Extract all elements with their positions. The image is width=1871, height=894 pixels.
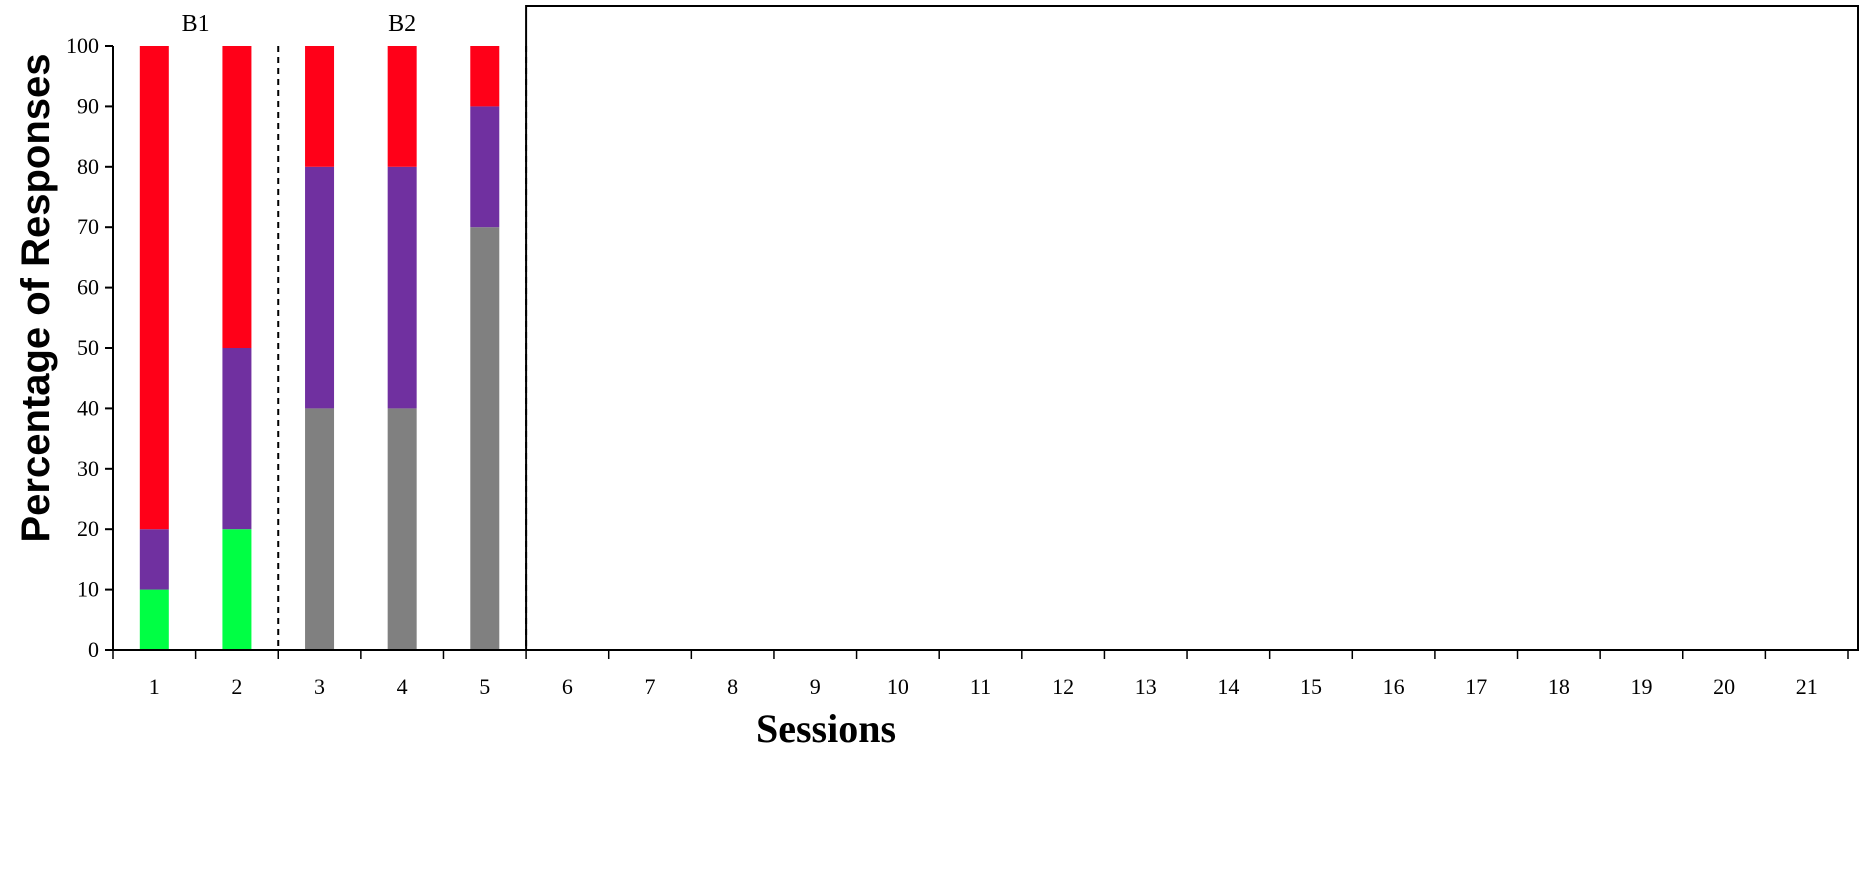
y-tick-label-90: 90 <box>77 93 99 118</box>
bar-segment-s3-4 <box>387 166 417 409</box>
bar-segment-s1-2 <box>222 529 252 650</box>
y-tick-label-20: 20 <box>77 516 99 541</box>
x-axis-title: Sessions <box>756 706 896 751</box>
x-tick-label-16: 16 <box>1383 674 1405 699</box>
bar-segment-s3-3 <box>305 166 335 409</box>
x-tick-label-1: 1 <box>149 674 160 699</box>
x-tick-label-13: 13 <box>1135 674 1157 699</box>
y-tick-label-60: 60 <box>77 275 99 300</box>
bar-segment-s4-1 <box>139 46 169 530</box>
x-tick-label-7: 7 <box>645 674 656 699</box>
empty-panel-box <box>525 5 1859 651</box>
y-tick-label-50: 50 <box>77 335 99 360</box>
bar-segment-s2-4 <box>387 408 417 650</box>
y-tick-label-100: 100 <box>66 33 99 58</box>
bar-segment-s3-1 <box>139 529 169 590</box>
y-tick-label-30: 30 <box>77 456 99 481</box>
x-tick-label-4: 4 <box>397 674 408 699</box>
bar-segment-s4-4 <box>387 46 417 167</box>
x-tick-label-18: 18 <box>1548 674 1570 699</box>
x-tick-label-20: 20 <box>1713 674 1735 699</box>
x-tick-label-8: 8 <box>727 674 738 699</box>
x-tick-label-3: 3 <box>314 674 325 699</box>
y-tick-label-10: 10 <box>77 577 99 602</box>
bar-segment-s2-5 <box>470 227 500 650</box>
x-tick-label-10: 10 <box>887 674 909 699</box>
y-tick-label-80: 80 <box>77 154 99 179</box>
x-tick-label-19: 19 <box>1630 674 1652 699</box>
x-tick-label-17: 17 <box>1465 674 1487 699</box>
x-tick-label-21: 21 <box>1796 674 1818 699</box>
x-tick-label-14: 14 <box>1217 674 1239 699</box>
x-tick-label-9: 9 <box>810 674 821 699</box>
bar-segment-s3-5 <box>470 106 500 228</box>
bar-segment-s2-3 <box>305 408 335 650</box>
y-tick-label-0: 0 <box>88 637 99 662</box>
x-tick-label-12: 12 <box>1052 674 1074 699</box>
x-tick-label-5: 5 <box>479 674 490 699</box>
y-tick-label-70: 70 <box>77 214 99 239</box>
bar-segment-s1-1 <box>139 589 169 650</box>
bar-segment-s4-5 <box>470 46 500 107</box>
bar-segment-s4-3 <box>305 46 335 167</box>
bar-segment-s3-2 <box>222 348 252 530</box>
x-tick-label-11: 11 <box>970 674 991 699</box>
x-tick-label-6: 6 <box>562 674 573 699</box>
phase-label-B2: B2 <box>388 11 416 37</box>
bar-segment-s4-2 <box>222 46 252 348</box>
x-tick-label-2: 2 <box>231 674 242 699</box>
phase-label-B1: B1 <box>182 11 210 37</box>
y-tick-label-40: 40 <box>77 395 99 420</box>
y-axis-title: Percentage of Responses <box>14 53 58 542</box>
x-tick-label-15: 15 <box>1300 674 1322 699</box>
